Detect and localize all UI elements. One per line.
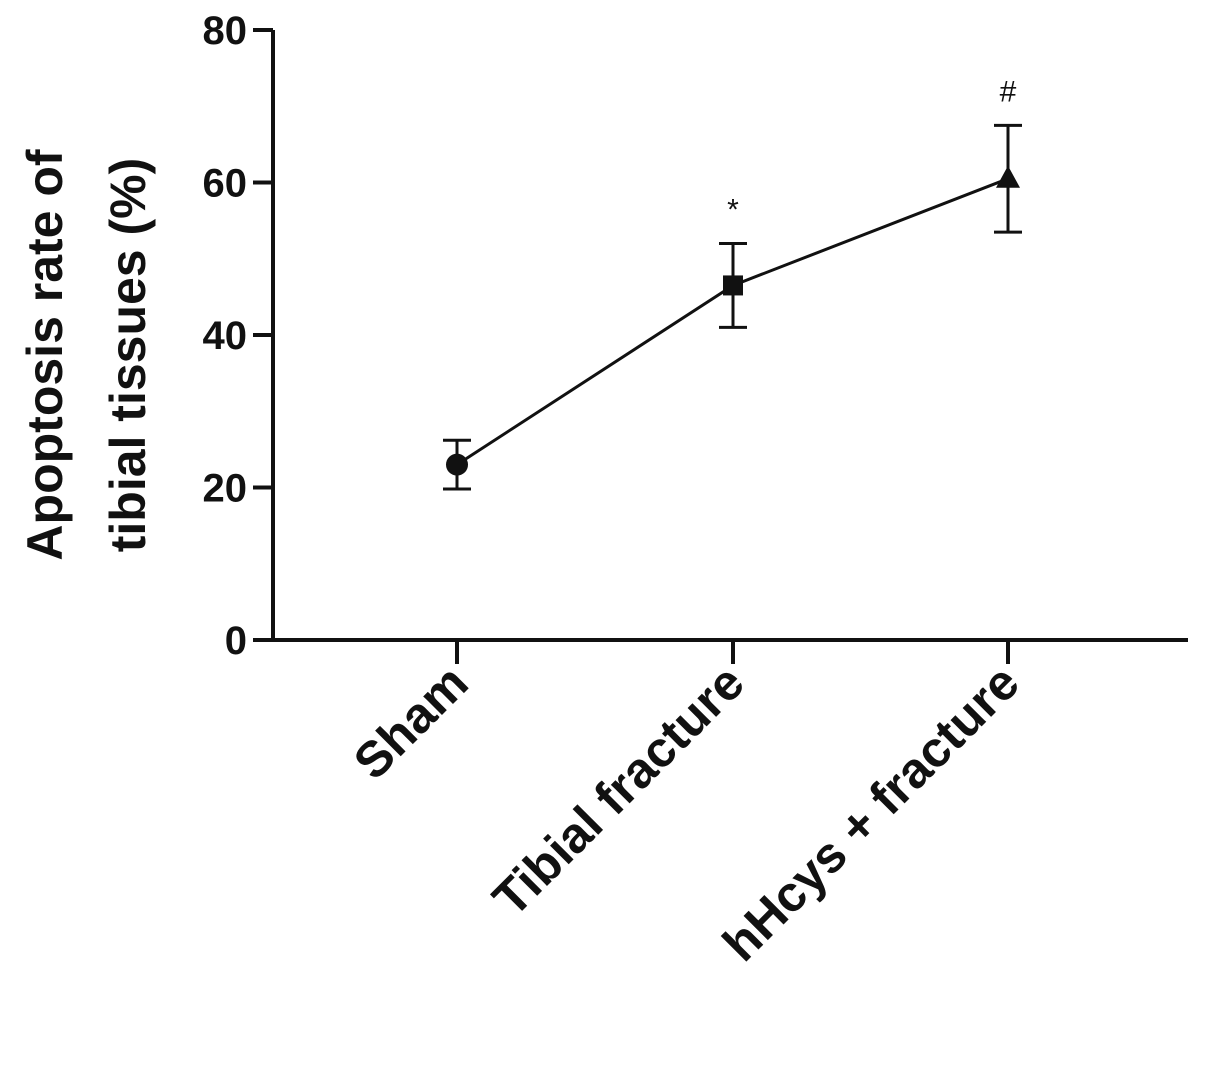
significance-mark: * <box>727 194 739 227</box>
y-tick-label: 20 <box>203 467 248 511</box>
y-axis-title: Apoptosis rate of tibial tissues (%) <box>17 149 156 560</box>
y-tick-label: 40 <box>203 314 248 358</box>
x-tick-label: Sham <box>343 654 479 790</box>
significance-mark: # <box>1000 75 1017 108</box>
x-tick-label: hHcys + fracture <box>712 654 1030 972</box>
y-tick-label: 60 <box>203 162 248 206</box>
y-tick-label: 0 <box>225 619 247 663</box>
data-point-square <box>723 275 743 296</box>
data-point-triangle <box>996 165 1020 188</box>
y-axis-title-line-1: Apoptosis rate of <box>17 149 73 560</box>
y-axis-title-line-2: tibial tissues (%) <box>100 158 156 553</box>
data-point-circle <box>446 453 468 476</box>
x-tick-label: Tibial fracture <box>482 654 755 927</box>
y-tick-label: 80 <box>203 9 248 53</box>
y-axis: 0 20 40 60 80 <box>203 9 275 663</box>
plot-area: *# <box>443 75 1022 491</box>
